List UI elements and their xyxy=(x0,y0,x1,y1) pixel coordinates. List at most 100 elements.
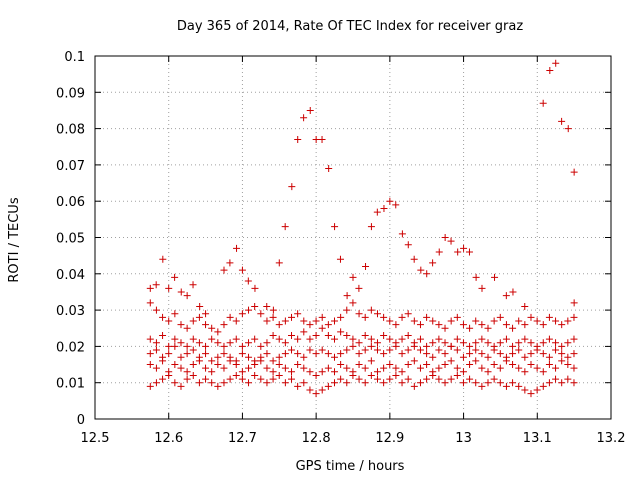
data-point-mid-high xyxy=(214,339,222,347)
data-point-low xyxy=(245,379,253,387)
data-point-mid-low xyxy=(386,361,394,369)
data-point-low xyxy=(484,379,492,387)
data-point-mid xyxy=(404,346,412,354)
data-point-mid-high xyxy=(509,342,517,350)
data-point-outlier xyxy=(392,201,400,209)
data-point-mid-high xyxy=(373,339,381,347)
data-point-mid-low xyxy=(318,368,326,376)
data-point-mid-low xyxy=(441,361,449,369)
data-point-mid xyxy=(398,350,406,358)
data-point-mid xyxy=(484,353,492,361)
data-point-high xyxy=(189,317,197,325)
data-point-high xyxy=(386,317,394,325)
data-point-outlier xyxy=(183,292,191,300)
data-point-low xyxy=(202,375,210,383)
data-point-outlier xyxy=(349,273,357,281)
data-point-mid-low xyxy=(472,357,480,365)
data-point-mid-low xyxy=(564,361,572,369)
data-point-mid xyxy=(521,353,529,361)
data-point-mid-low xyxy=(496,364,504,372)
data-point-mid xyxy=(306,346,314,354)
data-point-mid xyxy=(220,350,228,358)
data-point-mid-low xyxy=(146,361,154,369)
data-point-mid-high xyxy=(466,342,474,350)
x-tick-label: 12.9 xyxy=(375,431,404,446)
data-point-outlier xyxy=(294,135,302,143)
data-point-mid-high xyxy=(496,339,504,347)
data-point-high xyxy=(496,313,504,321)
data-point-mid-high xyxy=(367,335,375,343)
data-point-mid xyxy=(171,342,179,350)
data-point-mid-high xyxy=(208,335,216,343)
data-point-high xyxy=(330,317,338,325)
data-point-high xyxy=(533,317,541,325)
data-point-mid-low xyxy=(214,361,222,369)
data-point-outlier xyxy=(460,244,468,252)
data-point-mid-low xyxy=(429,368,437,376)
data-point-mid-low xyxy=(552,364,560,372)
data-point-low xyxy=(214,382,222,390)
data-point-mid-low xyxy=(220,364,228,372)
data-point-low xyxy=(496,379,504,387)
data-point-outlier xyxy=(521,302,529,310)
data-point-low xyxy=(343,379,351,387)
data-point-low xyxy=(195,379,203,387)
data-point-mid xyxy=(226,353,234,361)
data-point-high xyxy=(539,321,547,329)
x-axis-ticks: 12.5 12.6 12.7 12.8 12.9 13 13.1 13.2 xyxy=(81,56,625,446)
data-point-mid-high xyxy=(392,339,400,347)
data-point-low xyxy=(361,379,369,387)
y-tick-label: 0.02 xyxy=(56,340,85,355)
data-point-mid xyxy=(251,357,259,365)
data-point-mid-high xyxy=(306,335,314,343)
data-point-mid-high xyxy=(404,332,412,340)
data-point-mid-low xyxy=(208,368,216,376)
data-point-mid-low xyxy=(189,361,197,369)
data-point-high xyxy=(410,317,418,325)
data-point-mid xyxy=(177,353,185,361)
data-point-mid-low xyxy=(466,361,474,369)
data-point-outlier xyxy=(355,284,363,292)
data-point-low xyxy=(545,379,553,387)
data-point-mid-low xyxy=(453,364,461,372)
data-point-mid xyxy=(208,357,216,365)
data-point-high xyxy=(159,313,167,321)
data-point-low xyxy=(251,371,259,379)
data-point-mid-high xyxy=(545,335,553,343)
data-point-mid-high xyxy=(416,335,424,343)
data-point-high xyxy=(380,313,388,321)
data-point-mid xyxy=(545,353,553,361)
data-point-mid-high xyxy=(152,339,160,347)
data-point-mid-low xyxy=(349,368,357,376)
data-point-mid xyxy=(380,350,388,358)
data-point-outlier xyxy=(539,99,547,107)
data-point-low xyxy=(515,382,523,390)
data-point-low xyxy=(558,379,566,387)
data-point-high xyxy=(337,313,345,321)
data-point-high xyxy=(466,324,474,332)
data-point-mid-high xyxy=(183,342,191,350)
data-point-mid xyxy=(275,353,283,361)
data-point-outlier xyxy=(429,259,437,267)
data-point-mid-low xyxy=(367,357,375,365)
data-point-high xyxy=(146,299,154,307)
y-tick-label: 0.1 xyxy=(64,50,85,65)
data-point-mid-high xyxy=(337,328,345,336)
data-point-high xyxy=(392,321,400,329)
data-point-mid-high xyxy=(324,332,332,340)
data-point-mid-high xyxy=(533,342,541,350)
data-point-mid xyxy=(269,357,277,365)
data-point-outlier xyxy=(244,277,252,285)
data-point-outlier xyxy=(171,273,179,281)
data-point-mid-high xyxy=(459,339,467,347)
data-point-high xyxy=(214,328,222,336)
data-point-mid-high xyxy=(275,335,283,343)
data-point-mid xyxy=(361,346,369,354)
data-point-low xyxy=(281,379,289,387)
data-point-high xyxy=(355,310,363,318)
data-point-high xyxy=(502,321,510,329)
data-point-mid xyxy=(245,353,253,361)
data-point-low xyxy=(367,371,375,379)
